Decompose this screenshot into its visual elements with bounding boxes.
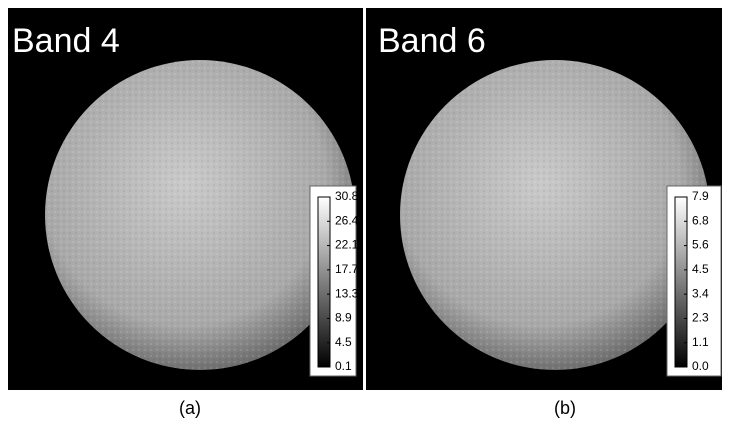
colorbar-tick-label: 13.3 — [335, 286, 359, 300]
colorbar-tick-label: 6.8 — [692, 213, 709, 227]
colorbar-tick-label: 26.4 — [335, 213, 359, 227]
colorbar-tick-label: 7.9 — [692, 189, 709, 203]
colorbar — [318, 197, 330, 367]
panel: Band 4 (a) 30.8 26.4 22.1 17.7 13.3 8.9 4.5 0.1 — [8, 8, 363, 418]
colorbar-tick-label: 17.7 — [335, 262, 359, 276]
colorbar-tick-label: 0.1 — [335, 359, 352, 373]
colorbar-tick-label: 2.3 — [692, 311, 709, 325]
colorbar-tick-label: 1.1 — [692, 335, 709, 349]
colorbar-tick-label: 8.9 — [335, 311, 352, 325]
panel-label: Band 4 — [12, 22, 120, 60]
panel-label: Band 6 — [378, 22, 486, 60]
colorbar-tick-label: 4.5 — [335, 335, 352, 349]
colorbar-tick-label: 0.0 — [692, 359, 709, 373]
caption: (a) — [179, 398, 201, 418]
surface-texture — [45, 60, 355, 370]
colorbar-tick-label: 3.4 — [692, 286, 709, 300]
colorbar-tick-label: 22.1 — [335, 238, 359, 252]
colorbar-tick-label: 30.8 — [335, 189, 359, 203]
panel: Band 6 (b) 7.9 6.8 5.6 4.5 3.4 2.3 1.1 0.0 — [366, 8, 722, 418]
colorbar — [675, 197, 687, 367]
colorbar-tick-label: 4.5 — [692, 262, 709, 276]
colorbar-tick-label: 5.6 — [692, 238, 709, 252]
figure: Band 4 (a) 30.8 26.4 22.1 17.7 13.3 8.9 4.5 0.1… — [0, 0, 730, 421]
caption: (b) — [554, 398, 576, 418]
surface-texture — [400, 60, 710, 370]
